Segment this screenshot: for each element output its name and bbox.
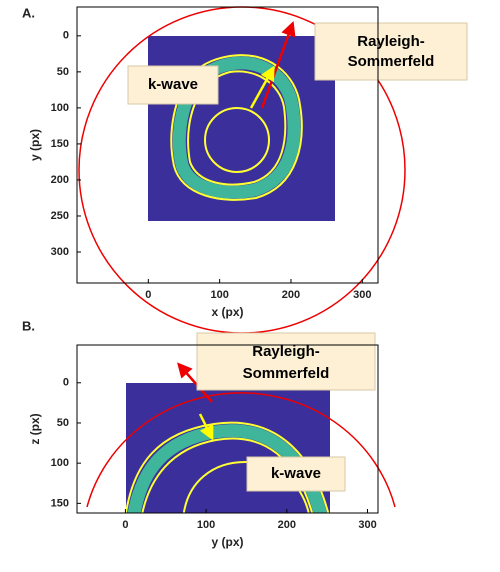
annotation: Rayleigh- bbox=[357, 33, 425, 50]
y-tick-label: 50 bbox=[57, 417, 69, 429]
y-tick-label: 0 bbox=[63, 377, 69, 389]
y-tick-label: 100 bbox=[51, 457, 69, 469]
figure: 0 100 200 300 0 50 100 150 200 250 300 x (px) y (px)… bbox=[0, 0, 500, 567]
annotation: k-wave bbox=[271, 465, 321, 482]
page: {"chart_data": [ {"type": "image", "pane… bbox=[0, 0, 500, 572]
y-tick-label: 0 bbox=[63, 30, 69, 42]
x-tick-label: 0 bbox=[122, 519, 128, 531]
y-tick-label: 200 bbox=[51, 174, 69, 186]
annotation: k-wave bbox=[148, 76, 198, 93]
annotation: Sommerfeld bbox=[348, 53, 435, 70]
y-tick-label: 150 bbox=[51, 497, 69, 509]
y-tick-label: 300 bbox=[51, 246, 69, 258]
x-tick-label: 200 bbox=[278, 519, 296, 531]
x-axis-label: y (px) bbox=[211, 535, 243, 549]
annotation: Sommerfeld bbox=[243, 365, 330, 382]
y-tick-label: 100 bbox=[51, 102, 69, 114]
annotation: Rayleigh- bbox=[252, 343, 320, 360]
y-tick-label: 250 bbox=[51, 210, 69, 222]
y-axis-label: z (px) bbox=[28, 413, 42, 444]
x-tick-label: 300 bbox=[353, 289, 371, 301]
x-tick-label: 200 bbox=[282, 289, 300, 301]
y-axis-label: y (px) bbox=[28, 129, 42, 161]
x-tick-label: 100 bbox=[197, 519, 215, 531]
x-tick-label: 300 bbox=[358, 519, 376, 531]
panel-label: A. bbox=[22, 5, 35, 20]
x-tick-label: 100 bbox=[210, 289, 228, 301]
y-tick-label: 50 bbox=[57, 66, 69, 78]
y-tick-label: 150 bbox=[51, 138, 69, 150]
image-b bbox=[125, 383, 330, 523]
x-tick-label: 0 bbox=[145, 289, 151, 301]
panel-label: B. bbox=[22, 318, 35, 333]
x-axis-label: x (px) bbox=[211, 305, 243, 319]
